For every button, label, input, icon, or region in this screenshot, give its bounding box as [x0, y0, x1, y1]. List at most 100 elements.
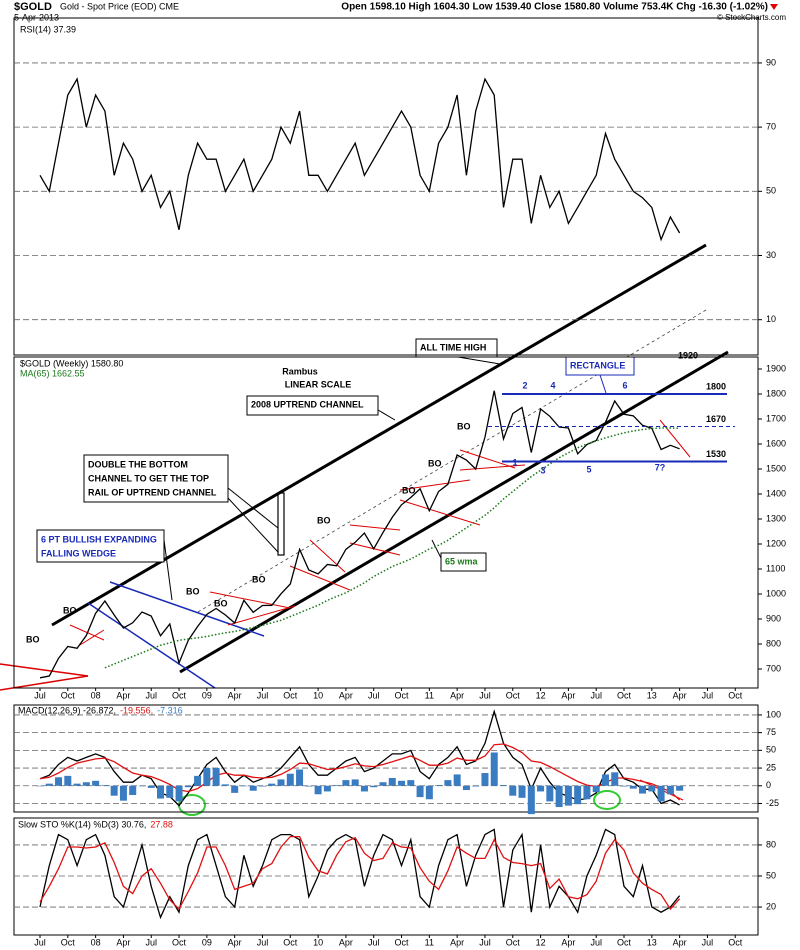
- x-tick-label: 09: [202, 690, 212, 700]
- x-tick-label: Apr: [673, 690, 687, 700]
- histogram-bar: [55, 777, 63, 786]
- series-line: [39, 77, 681, 242]
- x-tick-label: Oct: [728, 690, 743, 700]
- down-arrow: [770, 4, 778, 10]
- histogram-bar: [555, 785, 563, 808]
- level-label: 1530: [706, 449, 726, 459]
- x-tick-label: Oct: [395, 690, 410, 700]
- histogram-bar: [82, 782, 90, 786]
- red-trendline: [209, 591, 291, 609]
- x-tick-label: Apr: [116, 937, 130, 947]
- red-trendline: [399, 479, 471, 491]
- x-tick-label: Apr: [673, 937, 687, 947]
- histogram-bar: [249, 785, 257, 791]
- histogram-bar: [425, 785, 433, 800]
- x-tick-label: Jul: [479, 690, 491, 700]
- x-tick-label: Jul: [145, 937, 157, 947]
- drawings: [0, 243, 729, 816]
- histogram-bar: [212, 768, 220, 786]
- y-tick-label: 75: [766, 727, 776, 737]
- y-tick-label: 90: [766, 57, 776, 67]
- y-tick-label: 1100: [766, 563, 785, 573]
- symbol: $GOLD: [14, 1, 52, 13]
- annotation: BO: [317, 515, 331, 525]
- red-trendline: [309, 539, 346, 573]
- x-tick-label: 08: [91, 690, 101, 700]
- annotation: BO: [252, 574, 266, 584]
- histogram-bar: [546, 785, 554, 802]
- y-tick-label: 100: [766, 709, 781, 719]
- histogram-bar: [370, 785, 378, 788]
- x-tick-label: Jul: [257, 937, 269, 947]
- annotation: ALL TIME HIGH: [420, 342, 486, 352]
- red-trendline: [227, 605, 296, 626]
- annotation: 6: [622, 380, 627, 390]
- annotation: 4: [550, 380, 555, 390]
- panel-frame: [13, 356, 759, 689]
- annotation: 65 wma: [445, 556, 479, 566]
- histogram-bar: [435, 785, 443, 786]
- x-tick-label: Oct: [617, 937, 632, 947]
- red-trendline: [349, 542, 401, 556]
- histogram-bar: [277, 779, 285, 786]
- histogram-bar: [286, 773, 294, 786]
- histogram-bar: [110, 785, 118, 796]
- histogram-bar: [157, 785, 165, 799]
- histogram-bar: [388, 777, 396, 786]
- histogram-bar: [574, 785, 582, 805]
- histogram-bar: [73, 783, 81, 786]
- histogram-bar: [323, 785, 331, 792]
- y-tick-label: 700: [766, 663, 781, 673]
- x-tick-label: Apr: [450, 690, 464, 700]
- x-tick-label: Apr: [561, 690, 575, 700]
- annotation: BO: [63, 605, 77, 615]
- legend-entry: Slow STO %K(14) %D(3) 30.76,: [18, 819, 146, 829]
- red-trendline: [399, 499, 481, 526]
- series-line: [39, 835, 681, 911]
- histogram-bar: [639, 785, 647, 794]
- x-tick-label: Jul: [368, 690, 380, 700]
- histogram-bar: [268, 783, 276, 786]
- x-tick-label: Oct: [506, 690, 521, 700]
- legend-entry: MACD(12,26,9) -26.872,: [18, 705, 116, 715]
- panel-frame: [13, 17, 759, 356]
- y-tick-label: 10: [766, 314, 776, 324]
- histogram-bar: [462, 785, 470, 791]
- highlight-circle: [593, 790, 621, 810]
- annotation: 1920: [678, 350, 698, 360]
- histogram-bar: [472, 785, 480, 787]
- x-tick-label: Jul: [702, 937, 714, 947]
- histogram-bar: [258, 785, 266, 787]
- callout: [163, 539, 173, 601]
- histogram-bar: [490, 752, 498, 786]
- x-tick-label: Apr: [561, 937, 575, 947]
- legend-entry: -7.316: [157, 705, 183, 715]
- y-tick-label: 0: [766, 780, 771, 790]
- histogram-bar: [666, 785, 674, 795]
- histogram-bar: [592, 785, 600, 793]
- histogram-bar: [481, 773, 489, 786]
- histogram-bar: [296, 769, 304, 786]
- x-tick-label: Jul: [368, 937, 380, 947]
- annotation: 7?: [655, 462, 666, 472]
- y-tick-label: 30: [766, 250, 776, 260]
- panel-frame: [13, 817, 759, 936]
- y-tick-label: 1500: [766, 463, 786, 473]
- histogram-bar: [416, 785, 424, 798]
- x-tick-label: 12: [536, 937, 546, 947]
- histogram-bar: [629, 785, 637, 789]
- legend-entry: RSI(14) 37.39: [20, 24, 76, 34]
- x-tick-label: 08: [91, 937, 101, 947]
- date: 5-Apr-2013: [14, 12, 59, 22]
- annotation: BO: [214, 598, 228, 608]
- histogram-bar: [119, 785, 127, 801]
- y-tick-label: 25: [766, 762, 776, 772]
- histogram-bar: [509, 785, 517, 796]
- annotation: BO: [402, 485, 416, 495]
- annotation: RECTANGLE: [570, 360, 625, 370]
- legend-entry: -19.556,: [120, 705, 153, 715]
- red-trendline: [0, 663, 89, 677]
- x-tick-label: 13: [647, 690, 657, 700]
